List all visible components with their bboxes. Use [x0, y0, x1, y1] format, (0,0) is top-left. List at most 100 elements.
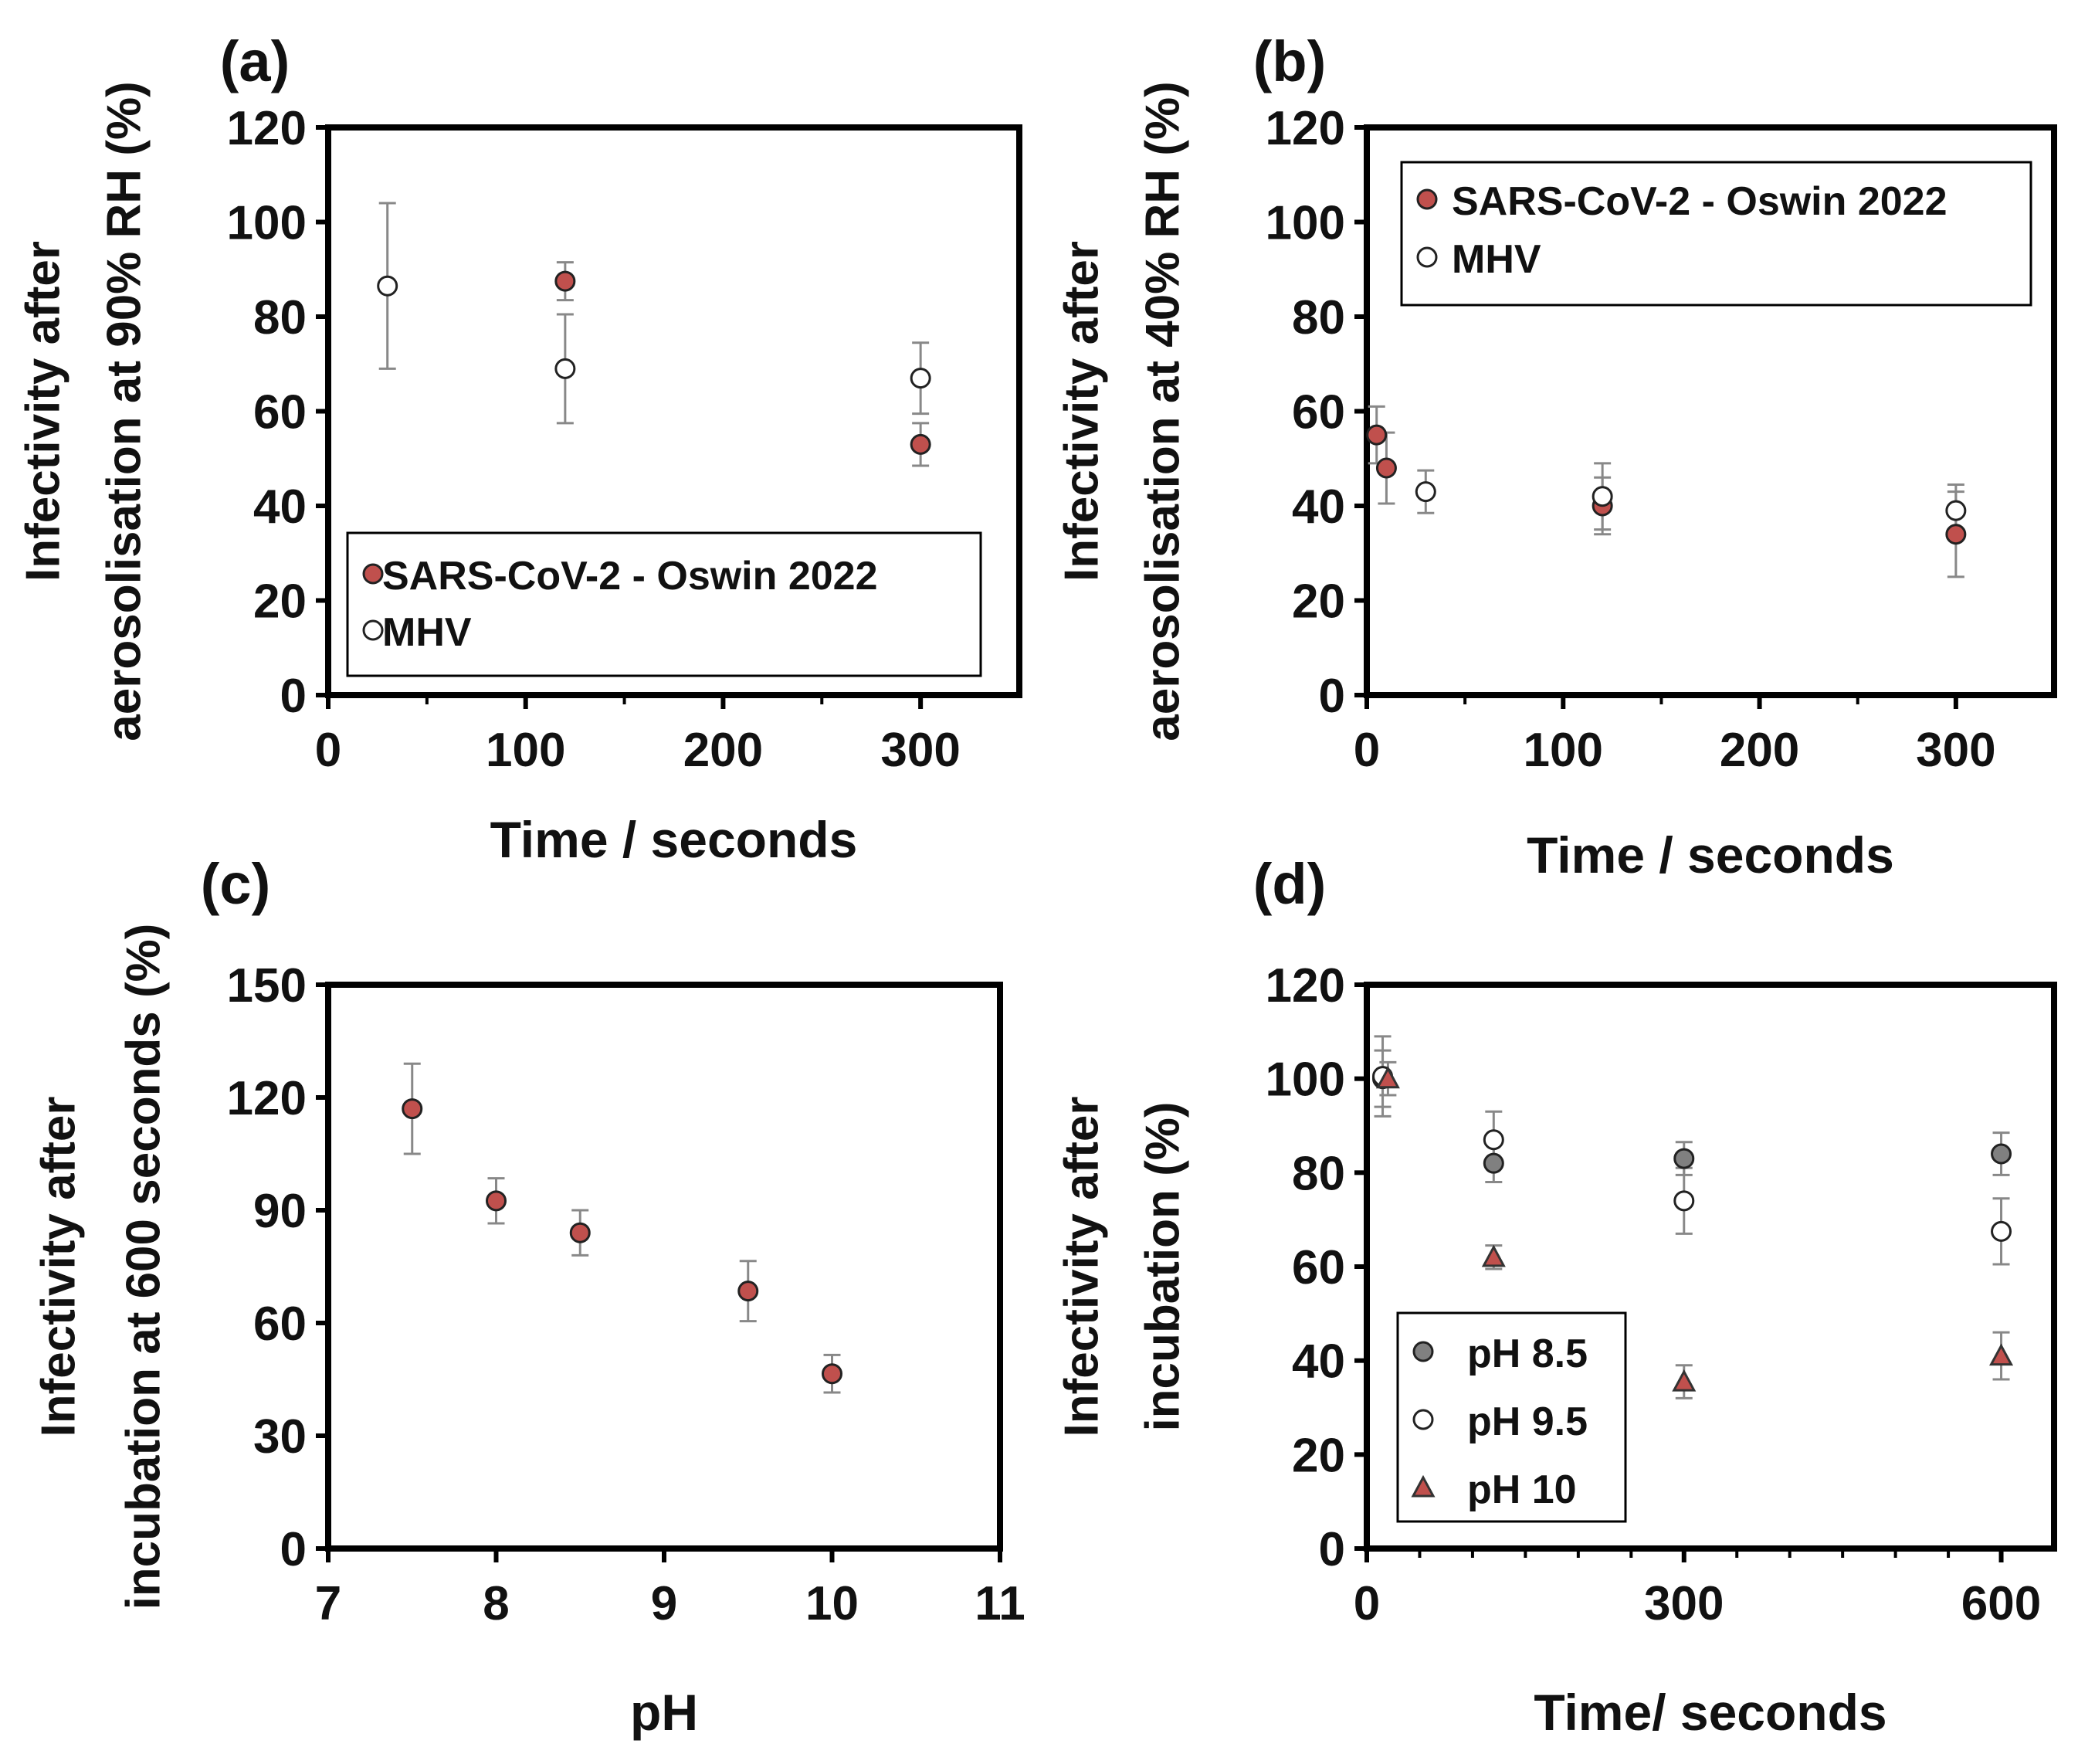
- legend-box: [346, 531, 982, 677]
- data-point: [910, 368, 931, 389]
- x-tick-label: 600: [1961, 1577, 2041, 1630]
- data-point: [737, 1281, 759, 1302]
- y-tick-label: 60: [253, 386, 307, 439]
- plot-frame: [325, 982, 1003, 1552]
- x-tick-label: 8: [483, 1577, 509, 1630]
- y-axis-label: aerosolisation at 40% RH (%): [1136, 81, 1189, 741]
- chart-panel-3: (c) 0 30 60 90 120 150 7 8 9 10 11 pH Infectivity aft…: [32, 852, 1025, 1741]
- x-tick-label: 0: [315, 724, 341, 777]
- y-axis-label: aerosolisation at 90% RH (%): [97, 81, 151, 741]
- legend-label: pH 9.5: [1467, 1399, 1588, 1444]
- y-tick-label: 40: [1292, 480, 1345, 534]
- x-axis-label: Time / seconds: [1527, 826, 1894, 884]
- y-tick-label: 30: [253, 1410, 307, 1464]
- legend-label: SARS-CoV-2 - Oswin 2022: [1452, 179, 1947, 224]
- legend-marker: [1411, 1474, 1436, 1498]
- y-tick-label: 80: [253, 291, 307, 344]
- legend-label: pH 8.5: [1467, 1331, 1588, 1376]
- legend: SARS-CoV-2 - Oswin 2022 MHV: [346, 531, 982, 677]
- data-point: [1945, 524, 1967, 545]
- y-tick-label: 60: [1292, 1241, 1345, 1294]
- y-tick-label: 100: [227, 197, 307, 250]
- y-tick-label: 120: [1266, 959, 1345, 1013]
- x-tick-label: 0: [1354, 724, 1380, 777]
- legend-marker: [1412, 1341, 1434, 1362]
- legend-label: MHV: [1452, 237, 1541, 282]
- y-tick-label: 0: [1319, 670, 1345, 723]
- y-tick-label: 150: [227, 959, 307, 1013]
- legend-box: [1396, 1311, 1627, 1523]
- data-point: [402, 1098, 423, 1120]
- x-tick-label: 300: [1644, 1577, 1724, 1630]
- x-tick-label: 200: [1720, 724, 1799, 777]
- chart-panel-2: (b) 0 20 40 60 80 100 120 0 100 200 300 Time / secon…: [1055, 29, 2057, 884]
- panel-label: (d): [1253, 852, 1327, 916]
- y-axis-label: incubation (%): [1136, 1101, 1189, 1431]
- panel-label: (a): [220, 29, 290, 93]
- data-point: [822, 1363, 842, 1385]
- y-tick-label: 120: [1266, 102, 1345, 155]
- y-tick-label: 90: [253, 1185, 307, 1238]
- y-axis-label: Infectivity after: [16, 241, 69, 582]
- x-tick-label: 300: [1916, 724, 1995, 777]
- data-point: [1991, 1143, 2012, 1165]
- panel-label: (b): [1253, 29, 1327, 93]
- x-axis-label: Time / seconds: [490, 811, 858, 868]
- data-point: [569, 1222, 591, 1243]
- data-point: [1366, 424, 1388, 446]
- legend-marker: [362, 619, 384, 641]
- legend: pH 8.5 pH 9.5 pH 10: [1396, 1311, 1627, 1523]
- x-tick-label: 11: [975, 1577, 1025, 1630]
- panel-label: (c): [201, 852, 270, 916]
- data-point: [1481, 1244, 1506, 1267]
- data-point: [1673, 1190, 1695, 1212]
- y-tick-label: 20: [1292, 575, 1345, 629]
- y-tick-label: 120: [227, 102, 307, 155]
- y-axis-label: Infectivity after: [32, 1096, 85, 1437]
- legend-box: [1400, 161, 2032, 307]
- y-tick-label: 40: [1292, 1335, 1345, 1389]
- x-axis-label: Time/ seconds: [1534, 1684, 1886, 1741]
- data-point: [1945, 500, 1967, 521]
- data-point: [1672, 1369, 1697, 1392]
- data-point: [554, 270, 576, 292]
- chart-panel-1: (a) 0 20 40 60 80 100 120 0 100 200 300 Time / secon…: [16, 29, 1022, 868]
- x-tick-label: 7: [315, 1577, 341, 1630]
- x-tick-label: 100: [1524, 724, 1603, 777]
- chart-panel-4: (d) 0 20 40 60 80 100 120 0 300 600 Time/ seconds In…: [1055, 852, 2057, 1741]
- x-tick-label: 200: [683, 724, 763, 777]
- y-tick-label: 100: [1266, 197, 1345, 250]
- y-tick-label: 100: [1266, 1053, 1345, 1107]
- legend-label: MHV: [382, 610, 472, 655]
- y-tick-label: 0: [280, 670, 307, 723]
- data-point: [1375, 457, 1397, 479]
- data-point: [1673, 1148, 1695, 1169]
- data-point: [1592, 486, 1613, 507]
- data-point: [1483, 1129, 1504, 1151]
- data-point: [1375, 1066, 1400, 1089]
- legend-marker: [362, 563, 384, 585]
- y-tick-label: 0: [280, 1523, 307, 1576]
- y-tick-label: 40: [253, 480, 307, 534]
- y-tick-label: 80: [1292, 291, 1345, 344]
- data-point: [554, 358, 576, 379]
- y-axis-label: incubation at 600 seconds (%): [117, 924, 170, 1610]
- x-tick-label: 10: [805, 1577, 859, 1630]
- legend: SARS-CoV-2 - Oswin 2022 MHV: [1400, 161, 2032, 307]
- y-tick-label: 60: [253, 1298, 307, 1351]
- legend-label: pH 10: [1467, 1467, 1577, 1512]
- y-axis-label: Infectivity after: [1055, 1096, 1108, 1437]
- x-tick-label: 100: [486, 724, 565, 777]
- y-tick-label: 120: [227, 1072, 307, 1125]
- legend-marker: [1412, 1409, 1434, 1430]
- y-tick-label: 20: [1292, 1429, 1345, 1482]
- y-tick-label: 60: [1292, 386, 1345, 439]
- x-tick-label: 0: [1354, 1577, 1380, 1630]
- data-point: [377, 275, 398, 297]
- data-point: [1991, 1220, 2012, 1242]
- x-tick-label: 9: [651, 1577, 677, 1630]
- x-tick-label: 300: [880, 724, 960, 777]
- data-point: [1415, 481, 1436, 503]
- legend-marker: [1416, 188, 1438, 210]
